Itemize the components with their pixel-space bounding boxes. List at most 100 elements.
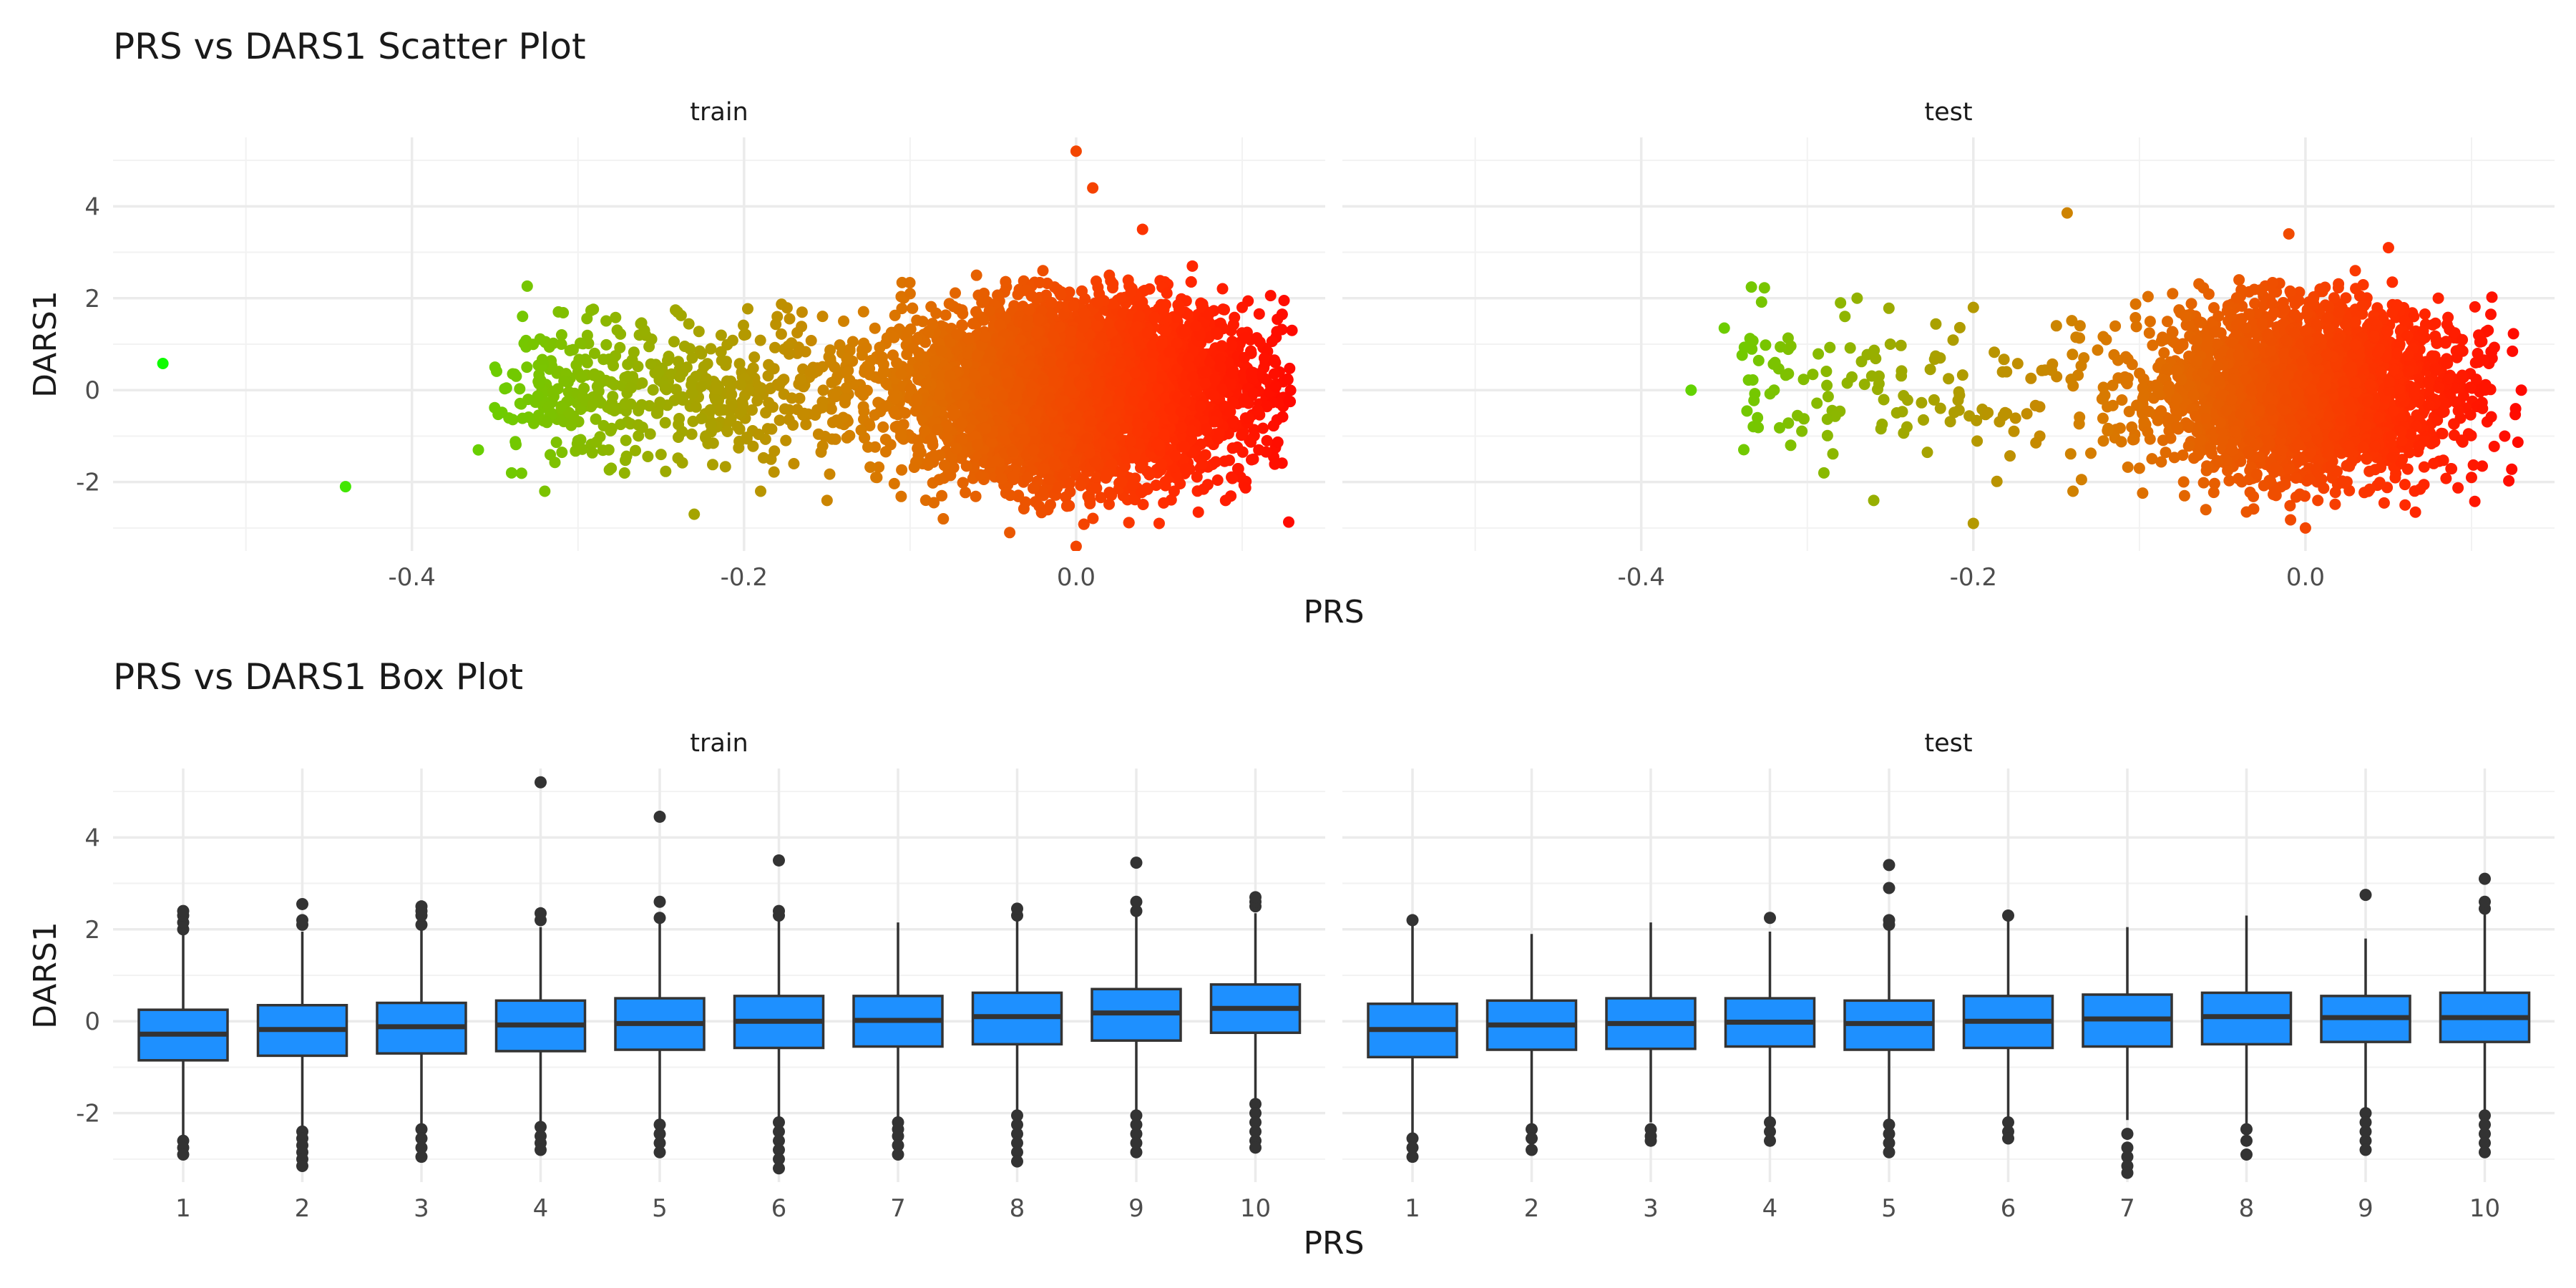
- scatter-point: [874, 341, 886, 353]
- scatter-point: [1136, 487, 1148, 499]
- scatter-facet-train: train: [690, 98, 748, 127]
- scatter-point: [1054, 321, 1066, 333]
- scatter-point: [922, 459, 935, 471]
- scatter-point: [1092, 406, 1104, 418]
- scatter-point: [1106, 298, 1118, 310]
- scatter-point: [911, 333, 923, 346]
- scatter-point: [1242, 412, 1254, 424]
- scatter-point: [960, 487, 972, 499]
- scatter-point: [1107, 278, 1119, 290]
- scatter-point: [1156, 339, 1168, 351]
- scatter-point: [932, 424, 944, 436]
- scatter-point: [956, 417, 968, 429]
- scatter-point: [1203, 308, 1215, 320]
- scatter-point: [1264, 290, 1277, 302]
- scatter-point: [1181, 308, 1194, 321]
- scatter-point: [1103, 487, 1116, 499]
- scatter-point: [1079, 307, 1091, 319]
- scatter-point: [1226, 472, 1239, 484]
- scatter-point: [1103, 498, 1115, 510]
- scatter-y-label: DARS1: [27, 291, 64, 398]
- scatter-point: [1147, 421, 1159, 433]
- scatter-point: [1153, 439, 1165, 451]
- scatter-point: [879, 434, 892, 446]
- scatter-point: [1005, 353, 1018, 366]
- scatter-point: [889, 309, 901, 321]
- scatter-point: [919, 425, 931, 437]
- scatter-point: [1267, 420, 1279, 431]
- scatter-point: [1137, 399, 1149, 411]
- scatter-point: [1179, 463, 1191, 475]
- scatter-point: [1146, 339, 1158, 351]
- scatter-point: [1201, 479, 1214, 491]
- scatter-point: [943, 298, 955, 310]
- scatter-point: [1276, 308, 1288, 321]
- scatter-point: [1268, 368, 1280, 380]
- scatter-point: [1000, 275, 1012, 288]
- scatter-point: [1261, 434, 1273, 447]
- scatter-point: [994, 318, 1006, 331]
- scatter-point: [1102, 318, 1114, 329]
- scatter-point: [967, 318, 979, 330]
- scatter-point: [1095, 492, 1107, 504]
- scatter-point: [1284, 384, 1297, 396]
- scatter-point: [882, 379, 894, 391]
- scatter-point: [1084, 494, 1096, 507]
- scatter-point: [1266, 336, 1278, 348]
- scatter-points-inner: [157, 145, 1298, 551]
- scatter-point: [1174, 303, 1185, 316]
- box-facet-test: test: [1924, 729, 1972, 758]
- scatter-point: [1021, 472, 1033, 484]
- scatter-point: [1051, 482, 1063, 494]
- scatter-point: [1226, 442, 1239, 454]
- scatter-point: [1091, 471, 1103, 483]
- scatter-point: [1143, 469, 1156, 481]
- scatter-point: [1067, 456, 1079, 468]
- scatter-point: [995, 336, 1006, 348]
- scatter-point: [1219, 455, 1231, 467]
- scatter-point: [1239, 482, 1252, 494]
- scatter-point: [1040, 421, 1052, 434]
- scatter-point: [960, 358, 972, 370]
- scatter-point: [1161, 287, 1173, 299]
- scatter-point: [1171, 337, 1183, 349]
- scatter-point: [983, 305, 995, 317]
- scatter-point: [1214, 361, 1226, 373]
- scatter-point: [1232, 463, 1244, 475]
- scatter-point: [1251, 332, 1263, 344]
- scatter-point: [1114, 385, 1126, 397]
- scatter-point: [1148, 311, 1161, 323]
- scatter-point: [1196, 458, 1208, 470]
- scatter-point: [1191, 471, 1203, 483]
- scatter-point: [975, 469, 987, 481]
- scatter-point: [1239, 332, 1251, 344]
- scatter-point: [888, 331, 900, 343]
- scatter-point: [1000, 434, 1012, 446]
- scatter-point: [891, 357, 903, 369]
- scatter-point: [926, 434, 937, 446]
- scatter-point: [913, 441, 925, 454]
- scatter-point: [1063, 478, 1075, 490]
- scatter-point: [1182, 353, 1194, 364]
- scatter-point: [1216, 340, 1228, 352]
- scatter-point: [1245, 345, 1257, 357]
- scatter-point: [904, 277, 916, 289]
- scatter-point: [985, 436, 997, 448]
- scatter-point: [1175, 406, 1187, 418]
- scatter-point: [1199, 377, 1211, 389]
- scatter-point: [1020, 320, 1033, 332]
- scatter-point: [1065, 384, 1077, 396]
- scatter-point: [1252, 404, 1264, 416]
- scatter-point: [1159, 326, 1171, 337]
- scatter-point: [950, 287, 961, 299]
- scatter-point: [1124, 347, 1136, 359]
- scatter-point: [873, 461, 885, 473]
- scatter-point: [1194, 400, 1206, 412]
- scatter-point: [935, 345, 947, 357]
- scatter-point: [1236, 429, 1247, 441]
- scatter-point: [1055, 289, 1067, 301]
- scatter-point: [1116, 476, 1128, 488]
- scatter-point: [1045, 297, 1058, 308]
- scatter-point: [1216, 283, 1229, 295]
